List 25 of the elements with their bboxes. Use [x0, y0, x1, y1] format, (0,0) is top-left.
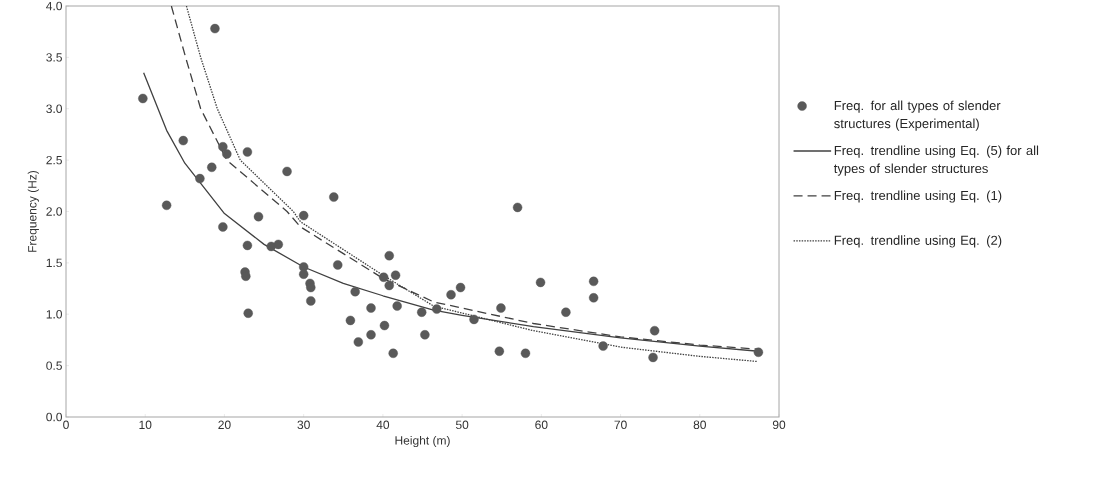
x-tick-label: 0: [63, 420, 69, 430]
x-tick-label: 90: [772, 420, 786, 430]
x-tick-label: 30: [297, 420, 310, 430]
y-tick-label: 1.5: [46, 258, 62, 268]
legend-label: Freq. trendline using Eq. (2): [834, 235, 1002, 248]
x-tick-label: 70: [614, 420, 627, 430]
legend-label: Freq. trendline using Eq. (1): [834, 190, 1002, 203]
x-tick-label: 40: [376, 420, 390, 430]
x-tick-label: 60: [535, 420, 548, 430]
y-tick-label: 2.0: [46, 207, 63, 216]
y-tick-label: 0.0: [46, 412, 63, 422]
x-tick-label: 20: [218, 420, 231, 430]
y-axis-title: Frequency (Hz): [27, 170, 39, 252]
legend-label: Freq. for all types of slender structures (Experimental): [834, 100, 1001, 131]
y-tick-label: 2.5: [46, 155, 62, 165]
x-tick-label: 50: [455, 420, 469, 430]
y-tick-label: 0.5: [46, 361, 62, 370]
x-tick-label: 80: [693, 420, 706, 430]
legend-label: Freq. trendline using Eq. (5) for all types of slender structures: [833, 145, 1039, 176]
x-tick-label: 10: [139, 420, 152, 430]
y-tick-label: 4.0: [46, 1, 63, 11]
y-tick-label: 3.5: [46, 53, 62, 62]
y-tick-label: 3.0: [46, 104, 63, 113]
x-axis-title: Height (m): [395, 435, 450, 448]
y-tick-label: 1.0: [46, 310, 63, 319]
